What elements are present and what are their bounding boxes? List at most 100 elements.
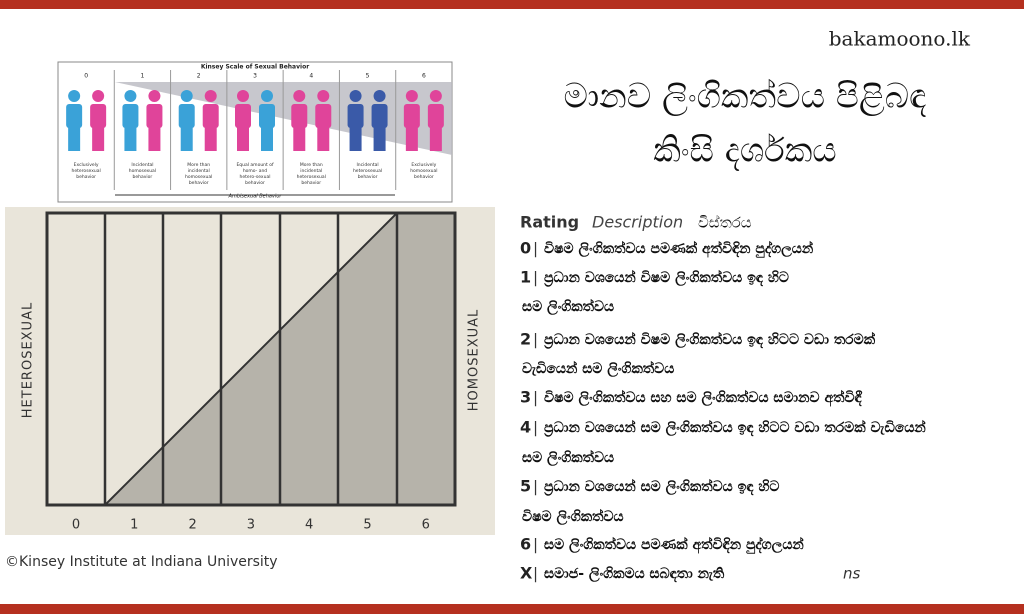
column-description: More than incidental homosexual behavior (185, 162, 212, 186)
note: ns (843, 565, 861, 583)
x-tick-label: 3 (247, 518, 255, 533)
column-description: Exclusively homosexual behavior (410, 162, 437, 180)
person-legs (237, 127, 249, 151)
person-body (178, 104, 195, 128)
rating: X (520, 564, 533, 583)
description-line: ප්‍රධාන වශයෙන් සම ලිංගිකත්වය ඉඳ හිට (543, 478, 779, 497)
person-legs (293, 127, 306, 151)
person-body (122, 104, 139, 128)
x-tick-label: 2 (188, 518, 196, 533)
person-head (349, 90, 362, 102)
column-rating: 1 (141, 73, 145, 80)
person-head (261, 90, 273, 102)
person-head (317, 90, 330, 102)
rating: 0 (520, 239, 531, 258)
title-line: මානව ලිංගිකත්වය පිළිබඳ (564, 77, 927, 117)
description-line: වැඩියෙන් සම ලිංගිකත්වය (522, 360, 674, 378)
person-legs (204, 127, 217, 151)
separator-bar: | (533, 565, 538, 583)
person-legs (261, 127, 273, 151)
rating: 1 (520, 268, 531, 287)
rating: 4 (520, 418, 531, 437)
person-legs (405, 127, 418, 151)
person-body (259, 104, 275, 128)
person-head (429, 90, 442, 102)
person-body (403, 104, 420, 128)
person-body (90, 104, 107, 128)
separator-bar: | (533, 269, 538, 287)
legend-header: Rating (520, 213, 579, 232)
person-legs (373, 127, 386, 151)
person-body (371, 104, 388, 128)
person-head (124, 90, 137, 102)
description-line: සමාජ- ලිංගිකමය සබඳතා නැති (544, 566, 725, 583)
diagonal (104, 212, 398, 506)
person-head (204, 90, 217, 102)
person-legs (429, 127, 442, 151)
person-head (373, 90, 386, 102)
separator-bar: | (533, 240, 538, 258)
x-tick-label: 0 (72, 518, 80, 533)
description-line: සම ලිංගිකත්වය (522, 298, 614, 316)
person-legs (124, 127, 137, 151)
description-line: ප්‍රධාන වශයෙන් සම ලිංගිකත්වය ඉඳ හිටට වඩා… (543, 419, 926, 438)
person-legs (68, 127, 81, 151)
rating: 3 (520, 388, 531, 407)
title-line: කිංසි දර්ශකය (653, 131, 837, 171)
person-legs (92, 127, 105, 151)
rating: 5 (520, 477, 531, 496)
description-line: විෂම ලිංගිකත්වය පමණක් අත්විඳින පුද්ගලයන් (544, 240, 814, 259)
separator-bar: | (533, 389, 538, 407)
description-line: විෂම ලිංගිකත්වය (522, 508, 624, 526)
rating: 2 (520, 330, 531, 349)
bottom-bar (0, 604, 1024, 614)
column-description: Equal amount of homo- and hetero-sexual beh… (236, 162, 274, 186)
column-description: More than incidental heterosexual behavior (297, 162, 326, 186)
column-description: Exclusively heterosexual behavior (72, 162, 101, 180)
x-tick-label: 5 (363, 518, 371, 533)
person-body (202, 104, 219, 128)
person-body (146, 104, 163, 128)
person-body (66, 104, 83, 128)
person-body (427, 104, 444, 128)
left-label: HETEROSEXUAL (21, 302, 36, 418)
person-legs (349, 127, 362, 151)
rating: 6 (520, 535, 531, 554)
separator-bar: | (533, 331, 538, 349)
top-bar (0, 0, 1024, 9)
legend-header: Description (592, 213, 683, 232)
description-line: සම ලිංගිකත්වය (522, 449, 614, 467)
x-tick-label: 4 (305, 518, 313, 533)
credit: ©Kinsey Institute at Indiana University (5, 554, 278, 570)
person-body (347, 104, 364, 128)
description-line: ප්‍රධාන වශයෙන් විෂම ලිංගිකත්වය ඉඳ හිටට ව… (543, 331, 875, 350)
column-rating: 6 (422, 73, 426, 80)
separator-bar: | (533, 478, 538, 496)
person-head (180, 90, 193, 102)
x-tick-label: 6 (422, 518, 430, 533)
column-description: Incidental heterosexual behavior (353, 162, 382, 180)
person-head (405, 90, 418, 102)
person-body (291, 104, 308, 128)
column-rating: 0 (84, 73, 88, 80)
person-head (92, 90, 105, 102)
person-head (148, 90, 161, 102)
right-label: HOMOSEXUAL (467, 309, 482, 411)
site-name: bakamoono.lk (829, 27, 971, 51)
person-head (293, 90, 306, 102)
description-line: සම ලිංගිකත්වය පමණක් අත්විඳින පුද්ගලයන් (544, 536, 804, 555)
person-body (235, 104, 251, 128)
range-label: Ambisexual Behavior (228, 194, 283, 200)
column-lines (103, 213, 399, 505)
legend-header: විස්තරය (698, 213, 752, 231)
person-body (315, 104, 332, 128)
column-rating: 5 (366, 73, 370, 80)
description-line: ප්‍රධාන වශයෙන් විෂම ලිංගිකත්වය ඉඳ හිට (543, 269, 788, 288)
description-line: විෂම ලිංගිකත්වය සහ සම ලිංගිකත්වය සමානව අ… (544, 389, 863, 407)
person-legs (148, 127, 161, 151)
separator-bar: | (533, 536, 538, 554)
diagram-frame (45, 211, 457, 507)
column-rating: 3 (253, 73, 257, 80)
person-legs (180, 127, 193, 151)
